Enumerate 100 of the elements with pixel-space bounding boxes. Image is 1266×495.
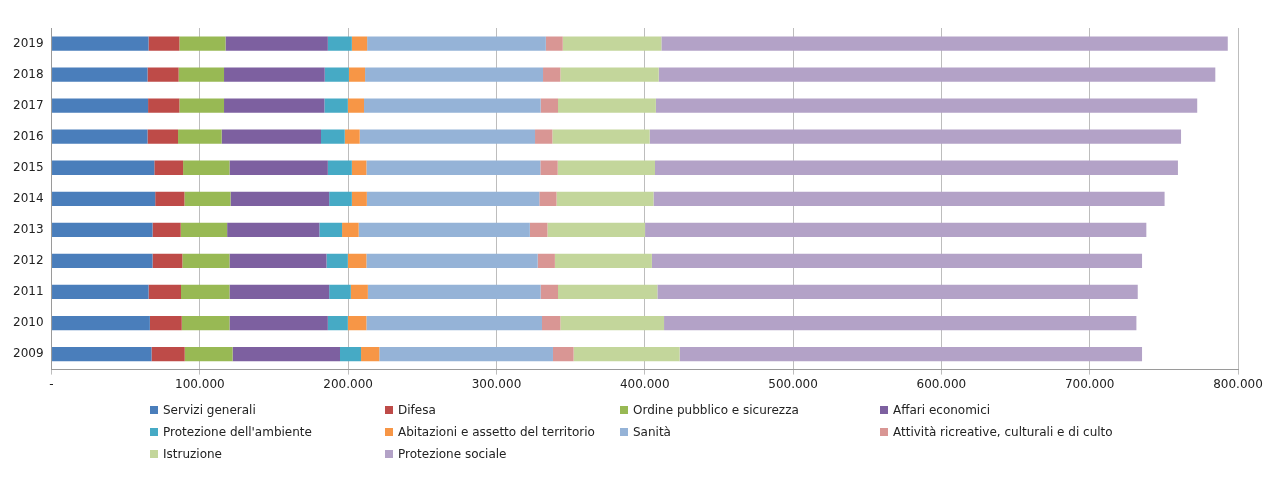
bar bbox=[653, 191, 1165, 206]
bar bbox=[347, 98, 365, 113]
bar bbox=[229, 253, 327, 269]
bar bbox=[155, 191, 185, 206]
bar bbox=[180, 222, 228, 237]
bar bbox=[230, 191, 330, 206]
bar bbox=[154, 160, 184, 175]
bar bbox=[366, 315, 542, 331]
bar bbox=[358, 222, 530, 237]
bar bbox=[52, 160, 155, 175]
bar bbox=[229, 315, 328, 331]
bar bbox=[52, 98, 149, 113]
bar bbox=[664, 315, 1137, 331]
y-tick-label: 2013 bbox=[12, 221, 44, 236]
bar bbox=[52, 346, 152, 362]
bar bbox=[326, 253, 348, 269]
x-tick-label: 400.000 bbox=[619, 376, 670, 391]
bar bbox=[52, 191, 156, 206]
bar bbox=[324, 98, 348, 113]
bar bbox=[552, 346, 574, 362]
bar bbox=[52, 253, 153, 269]
bar bbox=[52, 222, 153, 237]
bar bbox=[178, 129, 222, 144]
bar bbox=[658, 67, 1216, 82]
bar bbox=[543, 67, 561, 82]
bar bbox=[361, 346, 380, 362]
bar bbox=[539, 191, 557, 206]
bar bbox=[181, 284, 230, 300]
bar bbox=[183, 160, 230, 175]
y-tick-label: 2019 bbox=[12, 35, 44, 50]
bar bbox=[540, 98, 559, 113]
bar bbox=[649, 129, 1182, 144]
legend-label: Affari economici bbox=[893, 403, 991, 417]
bar bbox=[342, 222, 359, 237]
x-tick-label: 100.000 bbox=[175, 376, 225, 391]
bar bbox=[365, 67, 544, 82]
bar bbox=[178, 67, 225, 82]
bar bbox=[552, 129, 650, 144]
bar bbox=[655, 98, 1198, 113]
bar bbox=[152, 253, 183, 269]
legend-label: Ordine pubblico e sicurezza bbox=[633, 403, 799, 417]
bar bbox=[52, 67, 148, 82]
bar bbox=[366, 191, 540, 206]
bar bbox=[184, 191, 231, 206]
bar bbox=[535, 129, 553, 144]
bar bbox=[179, 36, 226, 51]
bar bbox=[366, 253, 538, 269]
bar bbox=[319, 222, 343, 237]
y-tick-label: 2017 bbox=[12, 97, 44, 112]
bar bbox=[562, 36, 662, 51]
legend-label: Sanità bbox=[633, 425, 671, 439]
bar bbox=[554, 253, 652, 269]
bar bbox=[661, 36, 1228, 51]
legend-label: Protezione dell'ambiente bbox=[163, 425, 312, 439]
bar bbox=[327, 160, 352, 175]
bar bbox=[679, 346, 1143, 362]
bar bbox=[52, 315, 150, 331]
bar bbox=[52, 284, 149, 300]
bar bbox=[147, 129, 179, 144]
bar bbox=[366, 160, 541, 175]
legend-label: Difesa bbox=[398, 403, 436, 417]
y-tick-label: 2014 bbox=[12, 190, 44, 205]
legend-label: Protezione sociale bbox=[398, 447, 507, 461]
bar bbox=[541, 315, 561, 331]
bar bbox=[351, 191, 367, 206]
bar bbox=[657, 284, 1138, 300]
x-tick-label: 500.000 bbox=[768, 376, 818, 391]
x-tick-label: 800.000 bbox=[1213, 376, 1263, 391]
bar bbox=[540, 160, 558, 175]
bar bbox=[149, 315, 182, 331]
y-tick-label: 2010 bbox=[12, 315, 44, 330]
bar bbox=[557, 160, 655, 175]
bar bbox=[229, 160, 328, 175]
bar bbox=[367, 284, 541, 300]
bar bbox=[232, 346, 340, 362]
bar bbox=[540, 284, 559, 300]
bar bbox=[344, 129, 360, 144]
bar bbox=[179, 98, 225, 113]
bar bbox=[148, 98, 180, 113]
bar bbox=[148, 284, 182, 300]
bar bbox=[321, 129, 345, 144]
bar bbox=[225, 36, 328, 51]
x-tick-label: - bbox=[49, 376, 54, 391]
bar bbox=[347, 315, 367, 331]
bar bbox=[327, 36, 352, 51]
bar bbox=[556, 191, 654, 206]
x-tick-label: 300.000 bbox=[471, 376, 522, 391]
bar bbox=[182, 253, 230, 269]
bar bbox=[181, 315, 230, 331]
bar bbox=[148, 36, 180, 51]
bar bbox=[645, 222, 1147, 237]
bar bbox=[152, 222, 181, 237]
bar bbox=[184, 346, 233, 362]
bar bbox=[224, 67, 325, 82]
bar bbox=[151, 346, 185, 362]
legend-label: Istruzione bbox=[163, 447, 222, 461]
bar bbox=[52, 36, 149, 51]
bar bbox=[340, 346, 362, 362]
bar bbox=[229, 284, 330, 300]
bar bbox=[351, 36, 368, 51]
